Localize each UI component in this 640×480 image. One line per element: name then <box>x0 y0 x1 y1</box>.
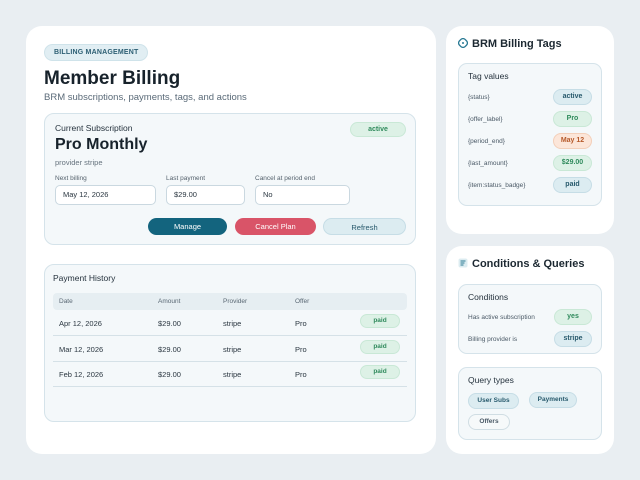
provider-label: provider stripe <box>55 158 103 167</box>
column-header-amount: Amount <box>158 298 181 305</box>
member-billing-card: BILLING MANAGEMENT Member Billing BRM su… <box>26 26 436 454</box>
payment-date: Feb 12, 2026 <box>59 370 104 379</box>
tag-key: {offer_label} <box>468 116 503 123</box>
payment-date: Apr 12, 2026 <box>59 319 102 328</box>
tag-key: {last_amount} <box>468 160 508 167</box>
next-billing-field[interactable]: May 12, 2026 <box>55 185 156 205</box>
refresh-button[interactable]: Refresh <box>323 218 406 235</box>
section-badge: BILLING MANAGEMENT <box>44 44 149 61</box>
tag-key: {period_end} <box>468 138 505 145</box>
column-header-offer: Offer <box>295 298 310 305</box>
payment-history-title: Payment History <box>53 273 116 283</box>
next-billing-label: Next billing <box>55 175 87 182</box>
cancel-at-period-end-label: Cancel at period end <box>255 175 315 182</box>
manage-button[interactable]: Manage <box>148 218 227 235</box>
payment-amount: $29.00 <box>158 319 181 328</box>
tag-value-badge: May 12 <box>553 133 592 149</box>
tag-value-badge: $29.00 <box>553 155 592 171</box>
table-row: Feb 12, 2026 $29.00 stripe Pro paid <box>53 362 407 387</box>
payment-offer: Pro <box>295 345 307 354</box>
last-payment-label: Last payment <box>166 175 206 182</box>
payment-amount: $29.00 <box>158 370 181 379</box>
table-row: Apr 12, 2026 $29.00 stripe Pro paid <box>53 311 407 336</box>
table-row: Mar 12, 2026 $29.00 stripe Pro paid <box>53 337 407 362</box>
tag-values-title: Tag values <box>468 71 509 81</box>
payment-provider: stripe <box>223 370 242 379</box>
payment-status-badge: paid <box>360 365 400 379</box>
tags-card-title-text: BRM Billing Tags <box>472 38 562 50</box>
query-type-payments[interactable]: Payments <box>529 392 577 408</box>
subscription-panel-title: Current Subscription <box>55 123 133 133</box>
payment-provider: stripe <box>223 319 242 328</box>
tag-value-badge: active <box>553 89 592 105</box>
filter-list-icon <box>458 258 468 268</box>
page-title: Member Billing <box>44 68 181 89</box>
query-type-user-subs[interactable]: User Subs <box>468 393 519 409</box>
column-header-provider: Provider <box>223 298 248 305</box>
tag-icon <box>457 37 469 49</box>
condition-value-badge: stripe <box>554 331 592 347</box>
query-types-panel: Query types User Subs Payments Offers <box>458 367 602 440</box>
subscription-status-badge: active <box>350 122 406 137</box>
conditions-title: Conditions <box>468 292 509 302</box>
conditions-card-title: Conditions & Queries <box>458 258 584 270</box>
payment-offer: Pro <box>295 319 307 328</box>
condition-label: Has active subscription <box>468 314 535 321</box>
payment-status-badge: paid <box>360 314 400 328</box>
tag-key: {item:status_badge} <box>468 182 526 189</box>
column-header-date: Date <box>59 298 73 305</box>
condition-value-badge: yes <box>554 309 592 325</box>
current-subscription-panel: Current Subscription active Pro Monthly … <box>44 113 416 245</box>
query-type-offers[interactable]: Offers <box>468 414 510 430</box>
query-types-title: Query types <box>468 375 514 385</box>
brm-billing-tags-card: BRM Billing Tags Tag values {status} act… <box>446 26 614 234</box>
table-header: Date Amount Provider Offer <box>53 293 407 310</box>
conditions-panel: Conditions Has active subscription yes B… <box>458 284 602 354</box>
payment-offer: Pro <box>295 370 307 379</box>
conditions-card-title-text: Conditions & Queries <box>472 258 585 270</box>
payment-date: Mar 12, 2026 <box>59 345 104 354</box>
payment-history-panel: Payment History Date Amount Provider Off… <box>44 264 416 422</box>
page-subtitle: BRM subscriptions, payments, tags, and a… <box>44 92 247 103</box>
tags-card-title: BRM Billing Tags <box>457 37 562 50</box>
tag-key: {status} <box>468 94 490 101</box>
condition-label: Billing provider is <box>468 336 518 343</box>
conditions-queries-card: Conditions & Queries Conditions Has acti… <box>446 246 614 454</box>
cancel-at-period-end-field[interactable]: No <box>255 185 350 205</box>
tag-value-badge: Pro <box>553 111 592 127</box>
tag-value-badge: paid <box>553 177 592 193</box>
last-payment-field[interactable]: $29.00 <box>166 185 245 205</box>
cancel-plan-button[interactable]: Cancel Plan <box>235 218 316 235</box>
payment-provider: stripe <box>223 345 242 354</box>
payment-status-badge: paid <box>360 340 400 354</box>
plan-name: Pro Monthly <box>55 136 148 153</box>
payment-amount: $29.00 <box>158 345 181 354</box>
tag-values-panel: Tag values {status} active {offer_label}… <box>458 63 602 206</box>
